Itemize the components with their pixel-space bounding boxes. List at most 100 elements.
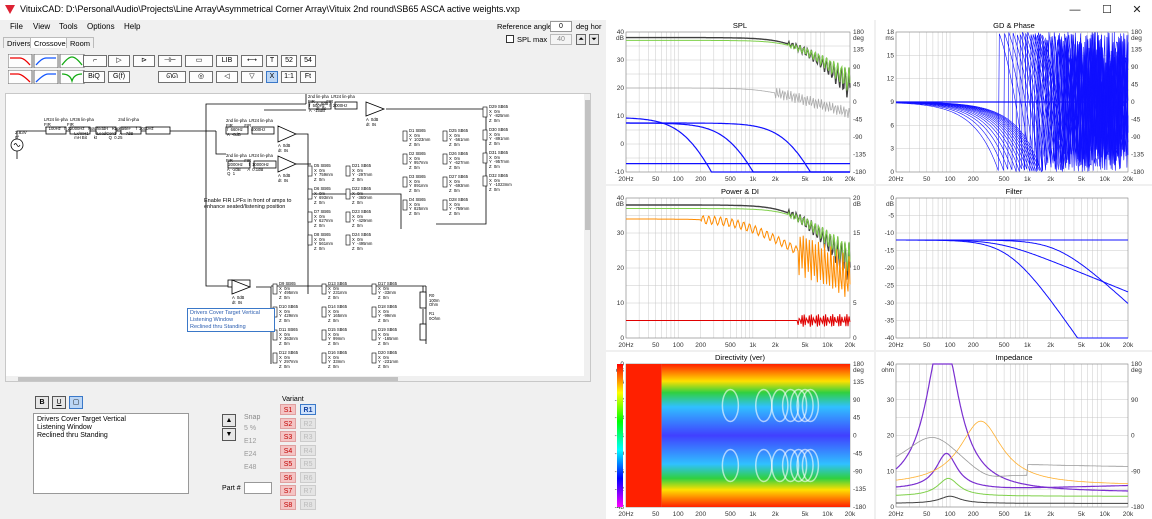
- grid-value-2[interactable]: 54: [300, 55, 316, 67]
- variant-r3[interactable]: R3: [300, 431, 316, 442]
- variant-s6[interactable]: S6: [280, 471, 296, 483]
- driver-column-2[interactable]: D1 SB65 X 0m Y 1023mm Z 0m D2 SB65 X 0m …: [409, 128, 431, 216]
- notes-textarea[interactable]: Drivers Cover Target Vertical Listening …: [33, 413, 189, 494]
- snap-option-5pct[interactable]: 5 %: [244, 425, 257, 432]
- ratio-button[interactable]: 1:1: [281, 71, 297, 83]
- menu-file[interactable]: File: [10, 22, 23, 31]
- filter-chart-xtick: 200: [968, 342, 979, 349]
- impedance-chart-xtick: 20k: [1123, 511, 1134, 518]
- menu-help[interactable]: Help: [124, 22, 141, 31]
- reference-angle-input[interactable]: 0: [550, 21, 572, 32]
- spl-max-checkbox[interactable]: [506, 35, 514, 43]
- grid-value-1[interactable]: 52: [281, 55, 297, 67]
- minimize-button[interactable]: —: [1069, 4, 1081, 16]
- crossover-schematic[interactable]: 2.83V 0° LR24 lin-pha LR36 lin-pha 2nd l…: [5, 93, 591, 382]
- spl-max-up-icon[interactable]: ⏶: [576, 34, 586, 45]
- reference-angle-unit: deg hor: [576, 22, 602, 31]
- variant-s7[interactable]: S7: [280, 485, 296, 496]
- driver-column-3[interactable]: D25 SB65 X 0m Y -561mm Z 0m D26 SB65 X 0…: [449, 128, 470, 216]
- menu-options[interactable]: Options: [87, 22, 115, 31]
- impedance-chart-ytick: 0: [890, 504, 894, 511]
- driver-column-4[interactable]: D29 SB65 X 0m Y -825mm Z 0m D30 SB65 X 0…: [489, 104, 512, 192]
- menu-view[interactable]: View: [33, 22, 51, 31]
- spl-max-input[interactable]: 40: [550, 34, 572, 45]
- variant-s3[interactable]: S3: [280, 431, 296, 442]
- low-fir-block[interactable]: 2nd lin-pha LR24 lin-pha FIR FIR 2000Hz …: [226, 153, 273, 177]
- notch-green-icon[interactable]: [59, 70, 85, 84]
- move-up-icon[interactable]: ▲: [222, 414, 236, 427]
- variant-s1[interactable]: S1: [280, 404, 296, 415]
- variant-s8[interactable]: S8: [280, 498, 296, 510]
- resistor-values[interactable]: R0 100m Ohm R1 0Ohm: [429, 293, 441, 321]
- filter-chart[interactable]: Filter 20Hz 50 100 200 500 1k 2k 5k 10k 20k 0 -5 -10 -…: [876, 186, 1152, 350]
- directivity-chart[interactable]: Directivity (ver) 20Hz 50 100 200 500 1k 2k 5k 10…: [606, 352, 874, 519]
- underline-button[interactable]: U: [52, 396, 66, 409]
- variant-r2[interactable]: R2: [300, 417, 316, 429]
- driver-column-5[interactable]: D9 SB65 X 0m Y 495mm Z 0m D10 SB65 X 0m …: [279, 281, 299, 369]
- variant-s5[interactable]: S5: [280, 458, 296, 469]
- menu-tools[interactable]: Tools: [59, 22, 78, 31]
- amp2-block[interactable]: A 0dB dt 0s: [278, 143, 291, 153]
- impedance-chart[interactable]: Impedance 20Hz 50 100 200 500 1k 2k 5k 10k 20k 40 30…: [876, 352, 1152, 519]
- gf-button[interactable]: G(f): [108, 71, 130, 83]
- amp1-block[interactable]: A 0dB dt 0s: [366, 117, 379, 127]
- spl-max-down-icon[interactable]: ⏷: [589, 34, 599, 45]
- lowpass2-red-icon[interactable]: [8, 70, 33, 84]
- ft-button[interactable]: Ft: [300, 71, 316, 83]
- frame-icon[interactable]: ▢: [69, 396, 83, 409]
- transformer-icon[interactable]: ◎: [189, 71, 213, 83]
- x-button[interactable]: X: [266, 71, 278, 83]
- tab-room[interactable]: Room: [66, 37, 95, 48]
- driver-column-0[interactable]: D5 SB65 X 0m Y 759mm Z 0m D6 SB65 X 0m Y…: [314, 163, 334, 251]
- wire-icon[interactable]: ⟷: [241, 55, 263, 67]
- t-button[interactable]: T: [266, 55, 278, 67]
- shelf-icon[interactable]: ⌐: [83, 55, 107, 67]
- amp3-block[interactable]: A 0dB dt 0s: [278, 173, 291, 183]
- variant-r7[interactable]: R7: [300, 485, 316, 496]
- buffer-icon[interactable]: ▷: [108, 55, 130, 67]
- source-label: 2.83V 0°: [15, 130, 27, 140]
- move-down-icon[interactable]: ▼: [222, 428, 236, 441]
- gd-phase-chart[interactable]: GD & Phase 20Hz 50 100 200 500 1k 2k 5k 10k 20k 18 1…: [876, 20, 1152, 184]
- snap-option-e48[interactable]: E48: [244, 464, 257, 471]
- amp-icon[interactable]: ⊳: [133, 55, 155, 67]
- variant-r8[interactable]: R8: [300, 498, 316, 510]
- snap-option-e12[interactable]: E12: [244, 438, 257, 445]
- bandpass-green-icon[interactable]: [59, 54, 85, 68]
- variant-s4[interactable]: S4: [280, 444, 296, 456]
- power-di-chart[interactable]: Power & DI 20Hz 50 100 200 500 1k 2k 5k 10k 20k 40 3…: [606, 186, 874, 350]
- amp4-block[interactable]: A 0dB dt 0s: [232, 295, 245, 305]
- capacitor-icon[interactable]: ⊣⊢: [158, 55, 182, 67]
- highpass-blue-icon[interactable]: [33, 54, 59, 68]
- top-fir-block[interactable]: 2nd lin-pha LR24 lin-pha FIR FIR f 500Hz…: [308, 94, 355, 113]
- driver-column-7[interactable]: D17 SB65 X 0m Y -33mm Z 0m D18 SB65 X 0m…: [378, 281, 399, 369]
- variant-r6[interactable]: R6: [300, 471, 316, 483]
- driver-column-1[interactable]: D21 SB65 X 0m Y -297mm Z 0m D22 SB65 X 0…: [352, 163, 373, 251]
- driver-icon[interactable]: ◁: [216, 71, 238, 83]
- variant-s2[interactable]: S2: [280, 417, 296, 429]
- resistor-icon[interactable]: ▭: [185, 55, 213, 67]
- spl-chart-xtick: 2k: [772, 176, 780, 183]
- variant-r1[interactable]: R1: [300, 404, 316, 415]
- gd-phase-chart-ytick-right: -135: [1131, 152, 1144, 159]
- lr-chain-block[interactable]: LR24 lin-pha LR36 lin-pha 2nd lin-pha FI…: [44, 117, 154, 141]
- amp5-block[interactable]: A 0dB dt 0s: [316, 101, 329, 111]
- library-button[interactable]: LIB: [216, 55, 238, 67]
- driver-column-6[interactable]: D13 SB65 X 0m Y 231mm Z 0m D14 SB65 X 0m…: [328, 281, 348, 369]
- close-button[interactable]: ✕: [1132, 4, 1142, 16]
- biquad-button[interactable]: BiQ: [83, 71, 105, 83]
- variant-r4[interactable]: R4: [300, 444, 316, 456]
- gd-phase-chart-ytick-right: 90: [1131, 64, 1139, 71]
- part-number-input[interactable]: [244, 482, 272, 494]
- mid-fir-block[interactable]: 2nd lin-pha LR24 lin-pha FIR FIR f 660Hz…: [226, 118, 273, 137]
- gd-phase-chart-ytick-right: 0: [1131, 99, 1135, 106]
- variant-r5[interactable]: R5: [300, 458, 316, 469]
- ground-icon[interactable]: ▽: [241, 71, 263, 83]
- spl-chart[interactable]: SPL 20Hz 50 100 200 500 1k 2k 5k 10k 20k 40 30 20 10 0-…: [606, 20, 874, 184]
- highpass2-blue-icon[interactable]: [33, 70, 59, 84]
- snap-option-e24[interactable]: E24: [244, 451, 257, 458]
- lowpass-red-icon[interactable]: [8, 54, 33, 68]
- maximize-button[interactable]: ☐: [1102, 4, 1112, 16]
- inductor-icon[interactable]: ᘏᘏ: [158, 71, 186, 83]
- bold-button[interactable]: B: [35, 396, 49, 409]
